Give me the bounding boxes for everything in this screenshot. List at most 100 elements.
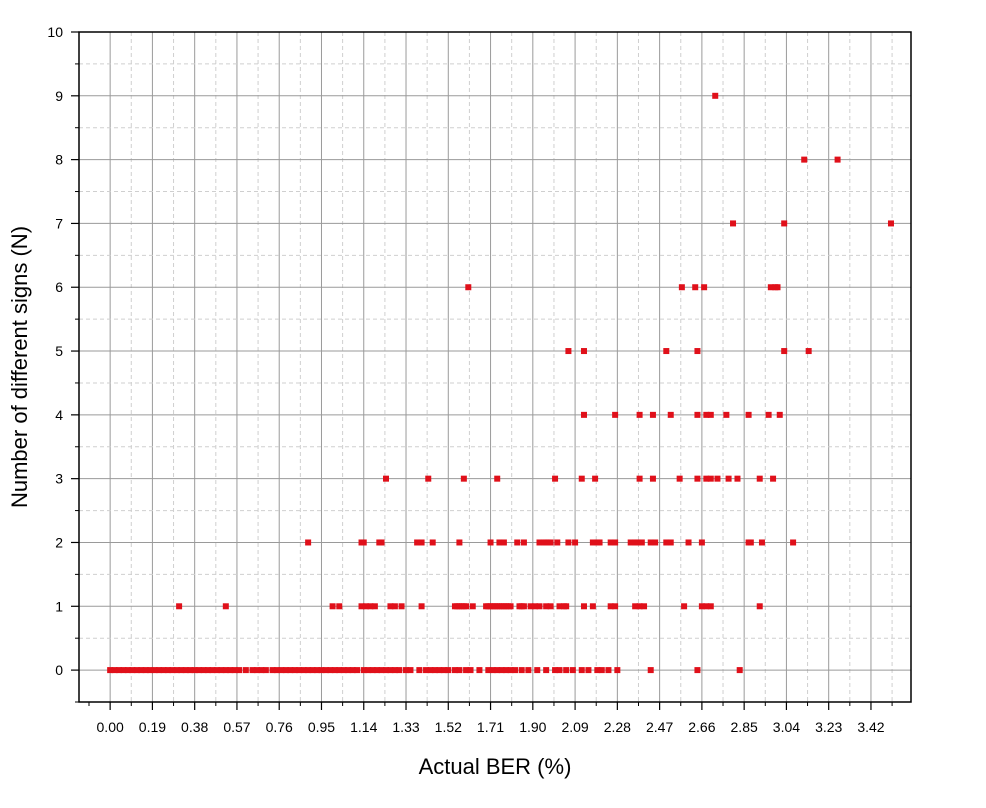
data-point xyxy=(282,667,289,674)
data-point xyxy=(520,603,527,610)
y-axis-title: Number of different signs (N) xyxy=(7,226,32,508)
data-point xyxy=(563,667,570,674)
data-point xyxy=(107,667,114,674)
data-point xyxy=(436,667,443,674)
data-point xyxy=(707,603,714,610)
data-point xyxy=(349,667,356,674)
data-point xyxy=(503,667,510,674)
data-point xyxy=(694,475,701,482)
data-point xyxy=(667,539,674,546)
data-point xyxy=(614,667,621,674)
data-point xyxy=(527,603,534,610)
data-point xyxy=(607,603,614,610)
data-point xyxy=(340,667,347,674)
y-tick-label: 7 xyxy=(55,215,63,231)
data-point xyxy=(703,475,710,482)
data-point xyxy=(543,667,550,674)
data-point xyxy=(318,667,325,674)
data-point xyxy=(756,603,763,610)
data-point xyxy=(887,220,894,227)
y-tick-label: 1 xyxy=(55,598,63,614)
data-point xyxy=(632,603,639,610)
data-point xyxy=(360,539,367,546)
data-point xyxy=(676,475,683,482)
data-point xyxy=(296,667,303,674)
data-point xyxy=(703,411,710,418)
data-point xyxy=(391,603,398,610)
data-point xyxy=(133,667,140,674)
data-point xyxy=(736,667,743,674)
data-point xyxy=(147,667,154,674)
data-point xyxy=(647,539,654,546)
x-tick-label: 0.76 xyxy=(266,719,293,735)
y-tick-label: 10 xyxy=(47,24,63,40)
y-tick-label: 8 xyxy=(55,152,63,168)
y-tick-label: 0 xyxy=(55,662,63,678)
data-point xyxy=(636,411,643,418)
x-tick-label: 1.90 xyxy=(519,719,546,735)
data-point xyxy=(465,284,472,291)
data-point xyxy=(563,603,570,610)
data-point xyxy=(476,667,483,674)
data-point xyxy=(834,156,841,163)
data-point xyxy=(367,603,374,610)
data-point xyxy=(382,475,389,482)
data-point xyxy=(543,603,550,610)
data-point xyxy=(371,603,378,610)
data-point xyxy=(196,667,203,674)
data-point xyxy=(305,539,312,546)
x-tick-label: 1.33 xyxy=(392,719,419,735)
data-point xyxy=(627,539,634,546)
x-tick-label: 0.00 xyxy=(97,719,124,735)
data-point xyxy=(685,539,692,546)
data-point xyxy=(387,667,394,674)
data-point xyxy=(336,667,343,674)
data-point xyxy=(287,667,294,674)
data-point xyxy=(694,411,701,418)
data-point xyxy=(218,667,225,674)
data-point xyxy=(694,348,701,355)
data-point xyxy=(652,539,659,546)
data-point xyxy=(580,603,587,610)
data-point xyxy=(191,667,198,674)
data-point xyxy=(758,539,765,546)
data-point xyxy=(580,348,587,355)
data-point xyxy=(507,603,514,610)
data-point xyxy=(336,603,343,610)
data-point xyxy=(585,667,592,674)
data-point xyxy=(634,539,641,546)
data-point xyxy=(460,475,467,482)
data-point xyxy=(440,667,447,674)
x-tick-label: 1.14 xyxy=(350,719,377,735)
data-point xyxy=(445,667,452,674)
data-point xyxy=(514,539,521,546)
data-point xyxy=(236,667,243,674)
data-point xyxy=(329,603,336,610)
data-point xyxy=(714,475,721,482)
data-point xyxy=(756,475,763,482)
data-point xyxy=(164,667,171,674)
data-point xyxy=(327,667,334,674)
data-point xyxy=(487,539,494,546)
x-tick-label: 3.23 xyxy=(815,719,842,735)
data-point xyxy=(747,539,754,546)
data-point xyxy=(423,667,430,674)
data-point xyxy=(494,475,501,482)
data-point xyxy=(647,667,654,674)
data-point xyxy=(142,667,149,674)
data-point xyxy=(745,411,752,418)
data-point xyxy=(712,92,719,99)
data-point xyxy=(694,667,701,674)
data-point xyxy=(398,603,405,610)
data-point xyxy=(681,603,688,610)
x-tick-label: 2.85 xyxy=(731,719,758,735)
data-point xyxy=(358,603,365,610)
data-point xyxy=(638,539,645,546)
x-tick-label: 3.04 xyxy=(773,719,800,735)
data-point xyxy=(598,667,605,674)
data-point xyxy=(456,539,463,546)
data-point xyxy=(552,667,559,674)
data-point xyxy=(701,284,708,291)
data-point xyxy=(774,284,781,291)
data-point xyxy=(396,667,403,674)
